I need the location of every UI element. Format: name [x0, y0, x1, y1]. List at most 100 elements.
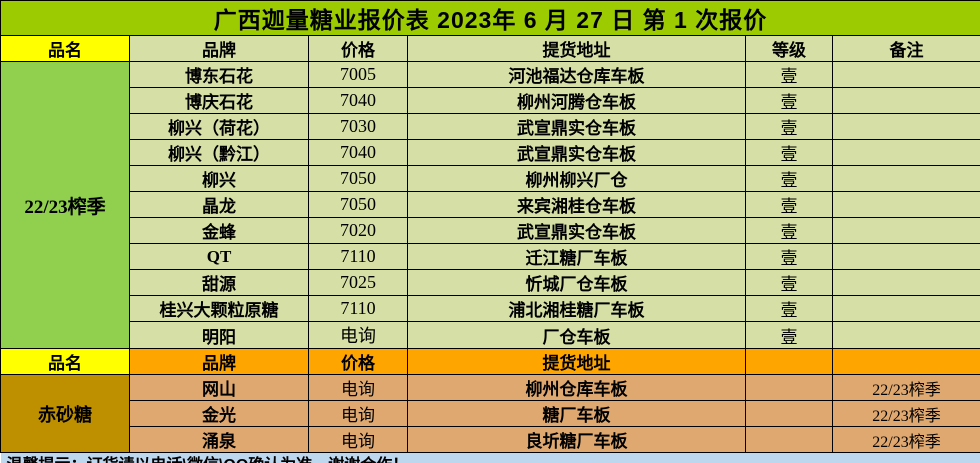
note-cell [831, 61, 980, 88]
note-cell [831, 113, 980, 140]
note-cell [831, 139, 980, 166]
header-note: 备注 [831, 35, 980, 62]
grade-cell: 壹 [745, 269, 833, 296]
grade-cell: 壹 [745, 165, 833, 192]
note-cell [831, 165, 980, 192]
note-cell [831, 217, 980, 244]
table-row: 柳兴（黔江） 7040 武宣鼎实仓车板 壹 [1, 139, 980, 166]
section-label-season: 22/23榨季 [0, 61, 130, 349]
brand-cell: 柳兴（黔江） [129, 139, 309, 166]
grade-cell: 壹 [745, 139, 833, 166]
price-cell: 7040 [308, 139, 408, 166]
brand-cell: QT [129, 243, 309, 270]
brand-cell: 晶龙 [129, 191, 309, 218]
header-address: 提货地址 [407, 35, 746, 62]
footer-tip-line: 温馨提示：订货请以电话\微信\QQ确认为准，谢谢合作！ [1, 454, 980, 463]
address-cell: 忻城厂仓车板 [407, 269, 746, 296]
address-cell: 柳州仓库车板 [407, 374, 746, 401]
table-row: 金蜂 7020 武宣鼎实仓车板 壹 [1, 217, 980, 244]
header-grade [745, 348, 833, 375]
brand-cell: 甜源 [129, 269, 309, 296]
table1-header-row: 品名 品牌 价格 提货地址 等级 备注 [0, 35, 980, 62]
grade-cell: 壹 [745, 87, 833, 114]
address-cell: 厂仓车板 [407, 321, 746, 349]
brand-cell: 涌泉 [129, 426, 309, 453]
address-cell: 柳州河腾仓车板 [407, 87, 746, 114]
grade-cell [745, 400, 833, 427]
price-cell: 7050 [308, 191, 408, 218]
table-row: 博庆石花 7040 柳州河腾仓车板 壹 [1, 87, 980, 114]
price-cell: 7030 [308, 113, 408, 140]
brand-cell: 金光 [129, 400, 309, 427]
price-cell: 7040 [308, 87, 408, 114]
price-cell: 7050 [308, 165, 408, 192]
grade-cell: 壹 [745, 321, 833, 349]
address-cell: 武宣鼎实仓车板 [407, 113, 746, 140]
table-row: 金光 电询 糖厂车板 22/23榨季 [1, 400, 980, 427]
price-cell: 7005 [308, 61, 408, 88]
title-row: 广西迦量糖业报价表 2023年 6 月 27 日 第 1 次报价 [0, 0, 980, 36]
grade-cell: 壹 [745, 113, 833, 140]
brand-cell: 柳兴 [129, 165, 309, 192]
address-cell: 良圻糖厂车板 [407, 426, 746, 453]
brand-cell: 博庆石花 [129, 87, 309, 114]
address-cell: 柳州柳兴厂仓 [407, 165, 746, 192]
price-cell: 电询 [308, 426, 408, 453]
header-product-name: 品名 [0, 35, 130, 62]
table-row: 柳兴（荷花） 7030 武宣鼎实仓车板 壹 [1, 113, 980, 140]
table-row: 晶龙 7050 来宾湘桂仓车板 壹 [1, 191, 980, 218]
address-cell: 武宣鼎实仓车板 [407, 217, 746, 244]
grade-cell: 壹 [745, 217, 833, 244]
brand-cell: 博东石花 [129, 61, 309, 88]
brand-cell: 金蜂 [129, 217, 309, 244]
table-row: 涌泉 电询 良圻糖厂车板 22/23榨季 [1, 426, 980, 453]
header-price: 价格 [308, 35, 408, 62]
section-label-brown-sugar: 赤砂糖 [0, 374, 130, 453]
price-cell: 7110 [308, 295, 408, 322]
grade-cell [745, 374, 833, 401]
note-cell [831, 321, 980, 349]
header-price: 价格 [308, 348, 408, 375]
page-title: 广西迦量糖业报价表 2023年 6 月 27 日 第 1 次报价 [0, 0, 980, 36]
table-row: 明阳 电询 厂仓车板 壹 [1, 321, 980, 349]
price-cell: 7020 [308, 217, 408, 244]
header-product-name: 品名 [0, 348, 130, 375]
brand-cell: 柳兴（荷花） [129, 113, 309, 140]
footer-text-block: 温馨提示：订货请以电话\微信\QQ确认为准，谢谢合作！ 联系方式：李139780… [0, 452, 980, 463]
address-cell: 迁江糖厂车板 [407, 243, 746, 270]
address-cell: 河池福达仓库车板 [407, 61, 746, 88]
address-cell: 来宾湘桂仓车板 [407, 191, 746, 218]
grade-cell: 壹 [745, 243, 833, 270]
note-cell [831, 243, 980, 270]
grade-cell: 壹 [745, 61, 833, 88]
note-cell: 22/23榨季 [831, 374, 980, 401]
table-row: 桂兴大颗粒原糖 7110 浦北湘桂糖厂车板 壹 [1, 295, 980, 322]
brand-cell: 桂兴大颗粒原糖 [129, 295, 309, 322]
table2-header-row: 品名 品牌 价格 提货地址 [0, 348, 980, 375]
price-cell: 电询 [308, 321, 408, 349]
note-cell: 22/23榨季 [831, 426, 980, 453]
table-row: 甜源 7025 忻城厂仓车板 壹 [1, 269, 980, 296]
table-row: 22/23榨季 博东石花 7005 河池福达仓库车板 壹 [0, 61, 980, 349]
header-grade: 等级 [745, 35, 833, 62]
header-note [831, 348, 980, 375]
address-cell: 浦北湘桂糖厂车板 [407, 295, 746, 322]
header-brand: 品牌 [129, 348, 309, 375]
price-cell: 电询 [308, 400, 408, 427]
note-cell: 22/23榨季 [831, 400, 980, 427]
brand-cell: 网山 [129, 374, 309, 401]
grade-cell: 壹 [745, 191, 833, 218]
note-cell [831, 295, 980, 322]
price-cell: 7025 [308, 269, 408, 296]
address-cell: 武宣鼎实仓车板 [407, 139, 746, 166]
note-cell [831, 269, 980, 296]
table-row: 柳兴 7050 柳州柳兴厂仓 壹 [1, 165, 980, 192]
address-cell: 糖厂车板 [407, 400, 746, 427]
price-cell: 电询 [308, 374, 408, 401]
footer-notice: 温馨提示：订货请以电话\微信\QQ确认为准，谢谢合作！ 联系方式：李139780… [0, 452, 980, 463]
grade-cell [745, 426, 833, 453]
header-address: 提货地址 [407, 348, 746, 375]
brand-cell: 明阳 [129, 321, 309, 349]
